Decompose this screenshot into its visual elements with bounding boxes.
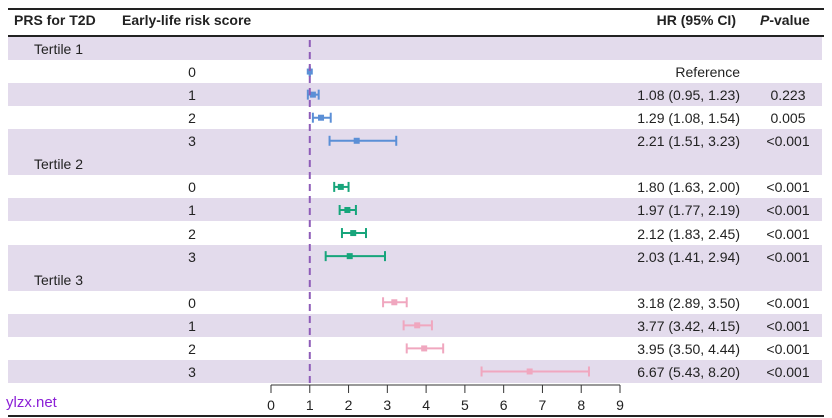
p-value: <0.001 xyxy=(766,248,810,265)
risk-score: 3 xyxy=(188,133,196,150)
point-estimate xyxy=(337,183,344,190)
group-label: Tertile 2 xyxy=(34,156,84,173)
point-estimate xyxy=(391,299,398,306)
hr-ci: 2.03 (1.41, 2.94) xyxy=(637,248,740,265)
hr-ci: 3.18 (2.89, 3.50) xyxy=(637,294,740,311)
p-value: 0.005 xyxy=(770,110,806,127)
p-value: 0.223 xyxy=(770,87,806,104)
risk-score: 3 xyxy=(188,248,196,265)
x-tick-label: 9 xyxy=(616,397,624,413)
risk-score: 3 xyxy=(188,363,196,380)
table-row: 1 1.97 (1.77, 2.19) <0.001 xyxy=(8,198,822,222)
x-tick-label: 5 xyxy=(461,397,469,413)
hr-ci: 2.21 (1.51, 3.23) xyxy=(637,133,740,150)
p-value: <0.001 xyxy=(766,225,810,242)
risk-score: 2 xyxy=(188,110,196,127)
point-estimate xyxy=(309,91,316,98)
table-row: 1 1.08 (0.95, 1.23) 0.223 xyxy=(8,83,822,107)
p-value: <0.001 xyxy=(766,294,810,311)
x-tick-label: 2 xyxy=(345,397,353,413)
x-tick-label: 0 xyxy=(267,397,275,413)
point-estimate xyxy=(526,368,533,375)
header-prs: PRS for T2D xyxy=(14,12,96,28)
risk-score: 0 xyxy=(188,64,196,81)
point-estimate xyxy=(414,322,421,329)
x-tick-label: 3 xyxy=(383,397,391,413)
header-rule xyxy=(8,35,824,37)
p-value: <0.001 xyxy=(766,202,810,219)
point-estimate xyxy=(350,230,357,237)
hr-ci: 3.77 (3.42, 4.15) xyxy=(637,317,740,334)
table-row: 0 3.18 (2.89, 3.50) <0.001 xyxy=(8,291,822,314)
p-value: <0.001 xyxy=(766,340,810,357)
p-value: <0.001 xyxy=(766,179,810,196)
group-row: Tertile 3 xyxy=(8,267,822,291)
point-estimate xyxy=(346,253,353,260)
risk-score: 1 xyxy=(188,87,196,104)
table-row: 0 1.80 (1.63, 2.00) <0.001 xyxy=(8,175,822,198)
p-value: <0.001 xyxy=(766,317,810,334)
x-tick-label: 1 xyxy=(306,397,314,413)
table-row: 0 Reference xyxy=(8,60,822,83)
watermark: ylzx.net xyxy=(6,394,57,411)
hr-ci: 3.95 (3.50, 4.44) xyxy=(637,340,740,357)
header-p-italic: P xyxy=(760,12,770,28)
hr-ci: 1.08 (0.95, 1.23) xyxy=(637,87,740,104)
risk-score: 1 xyxy=(188,202,196,219)
table-row: 2 2.12 (1.83, 2.45) <0.001 xyxy=(8,222,822,245)
hr-ci: 6.67 (5.43, 8.20) xyxy=(637,363,740,380)
hr-ci: 1.97 (1.77, 2.19) xyxy=(637,202,740,219)
risk-score: 2 xyxy=(188,225,196,242)
group-row: Tertile 1 xyxy=(8,37,822,60)
point-estimate xyxy=(421,345,428,352)
group-label: Tertile 3 xyxy=(34,271,84,288)
top-rule xyxy=(8,8,824,10)
table-row: 3 2.03 (1.41, 2.94) <0.001 xyxy=(8,244,822,268)
point-estimate xyxy=(318,114,325,121)
group-row: Tertile 2 xyxy=(8,152,822,176)
risk-score: 2 xyxy=(188,340,196,357)
hr-ci: Reference xyxy=(675,64,740,81)
group-label: Tertile 1 xyxy=(34,41,84,57)
point-estimate xyxy=(353,137,360,144)
point-estimate xyxy=(344,206,351,213)
hr-ci: 2.12 (1.83, 2.45) xyxy=(637,225,740,242)
bottom-rule xyxy=(8,415,824,417)
x-tick-label: 7 xyxy=(539,397,547,413)
table-row: 3 2.21 (1.51, 3.23) <0.001 xyxy=(8,129,822,153)
point-estimate xyxy=(306,68,313,75)
table-row: 3 6.67 (5.43, 8.20) <0.001 xyxy=(8,359,822,383)
hr-ci: 1.80 (1.63, 2.00) xyxy=(637,179,740,196)
header-hr: HR (95% CI) xyxy=(656,12,736,28)
x-tick-label: 4 xyxy=(422,397,430,413)
header-score: Early-life risk score xyxy=(122,12,252,28)
risk-score: 0 xyxy=(188,179,196,196)
risk-score: 0 xyxy=(188,294,196,311)
p-value: <0.001 xyxy=(766,363,810,380)
header-pvalue: P-value xyxy=(760,12,810,28)
p-value: <0.001 xyxy=(766,133,810,150)
x-tick-label: 6 xyxy=(500,397,508,413)
table-row: 2 1.29 (1.08, 1.54) 0.005 xyxy=(8,106,822,129)
table-row: 2 3.95 (3.50, 4.44) <0.001 xyxy=(8,337,822,360)
header-p-rest: -value xyxy=(769,12,810,28)
x-tick-label: 8 xyxy=(577,397,585,413)
hr-ci: 1.29 (1.08, 1.54) xyxy=(637,110,740,127)
risk-score: 1 xyxy=(188,317,196,334)
